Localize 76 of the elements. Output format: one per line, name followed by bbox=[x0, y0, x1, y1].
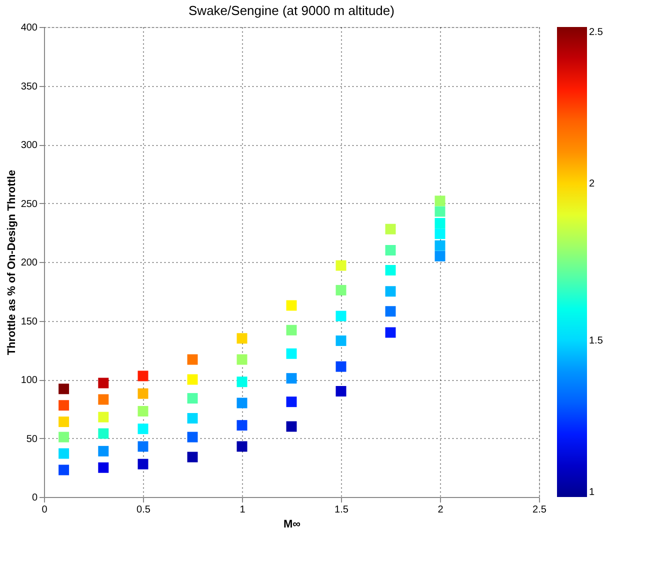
point bbox=[98, 462, 109, 473]
point bbox=[336, 386, 346, 396]
y-tick-label: 200 bbox=[20, 258, 38, 268]
y-tick-label: 350 bbox=[20, 81, 38, 92]
point bbox=[236, 441, 248, 452]
point bbox=[58, 416, 70, 428]
point bbox=[98, 378, 109, 388]
point bbox=[58, 448, 70, 459]
point bbox=[336, 284, 346, 296]
point bbox=[98, 412, 109, 422]
point bbox=[336, 310, 346, 322]
point bbox=[286, 396, 297, 408]
color-bar-label: 2 bbox=[589, 178, 595, 190]
x-tick-label: 0 bbox=[42, 504, 48, 516]
point bbox=[385, 327, 396, 338]
point bbox=[187, 413, 198, 424]
point bbox=[58, 432, 70, 442]
point bbox=[385, 264, 396, 276]
y-tick-label: 50 bbox=[26, 434, 38, 445]
y-axis-title: Throttle as % of On-Design Throttle bbox=[6, 170, 18, 356]
point bbox=[187, 374, 198, 385]
y-tick-label: 100 bbox=[20, 375, 38, 386]
point bbox=[98, 394, 109, 405]
point bbox=[236, 420, 248, 431]
y-tick-label: 150 bbox=[20, 316, 38, 328]
point bbox=[385, 224, 396, 234]
x-tick-label: 0.5 bbox=[136, 504, 151, 516]
point bbox=[138, 388, 148, 399]
x-tick-label: 1.5 bbox=[334, 504, 349, 516]
y-tick-label: 300 bbox=[20, 140, 38, 151]
point bbox=[138, 458, 148, 470]
point bbox=[98, 428, 109, 439]
point bbox=[187, 452, 198, 462]
x-axis-title: M∞ bbox=[283, 518, 301, 530]
point bbox=[286, 421, 297, 432]
point bbox=[385, 306, 396, 317]
point bbox=[236, 398, 248, 408]
y-tick-label: 250 bbox=[20, 198, 38, 210]
point bbox=[98, 446, 109, 456]
point bbox=[286, 348, 297, 359]
point bbox=[434, 250, 446, 262]
point bbox=[286, 300, 297, 311]
point bbox=[236, 333, 248, 344]
point bbox=[138, 424, 148, 434]
point bbox=[58, 464, 70, 476]
point bbox=[434, 240, 446, 251]
point bbox=[434, 228, 446, 240]
point bbox=[236, 354, 248, 365]
point bbox=[434, 218, 446, 228]
point bbox=[58, 400, 70, 411]
point bbox=[286, 324, 297, 336]
point bbox=[138, 370, 148, 382]
point bbox=[236, 376, 248, 388]
point bbox=[58, 384, 70, 394]
x-tick-label: 1 bbox=[240, 504, 246, 516]
point bbox=[336, 335, 346, 346]
point bbox=[336, 260, 346, 271]
point bbox=[286, 373, 297, 384]
y-tick-label: 400 bbox=[20, 22, 38, 34]
y-tick-label: 0 bbox=[32, 492, 38, 504]
point bbox=[187, 432, 198, 442]
x-tick-label: 2 bbox=[438, 504, 444, 516]
x-tick-label: 2.5 bbox=[532, 504, 547, 516]
point bbox=[385, 286, 396, 297]
point bbox=[138, 406, 148, 416]
point bbox=[434, 206, 446, 217]
point bbox=[385, 245, 396, 256]
point bbox=[187, 393, 198, 404]
color-bar-label: 2.5 bbox=[589, 27, 604, 38]
point bbox=[434, 196, 446, 206]
point bbox=[187, 354, 198, 365]
chart-title: Swake/Sengine (at 9000 m altitude) bbox=[188, 3, 394, 18]
color-bar-label: 1 bbox=[589, 487, 595, 498]
point bbox=[336, 361, 346, 372]
point bbox=[138, 441, 148, 452]
color-bar-label: 1.5 bbox=[589, 335, 604, 346]
